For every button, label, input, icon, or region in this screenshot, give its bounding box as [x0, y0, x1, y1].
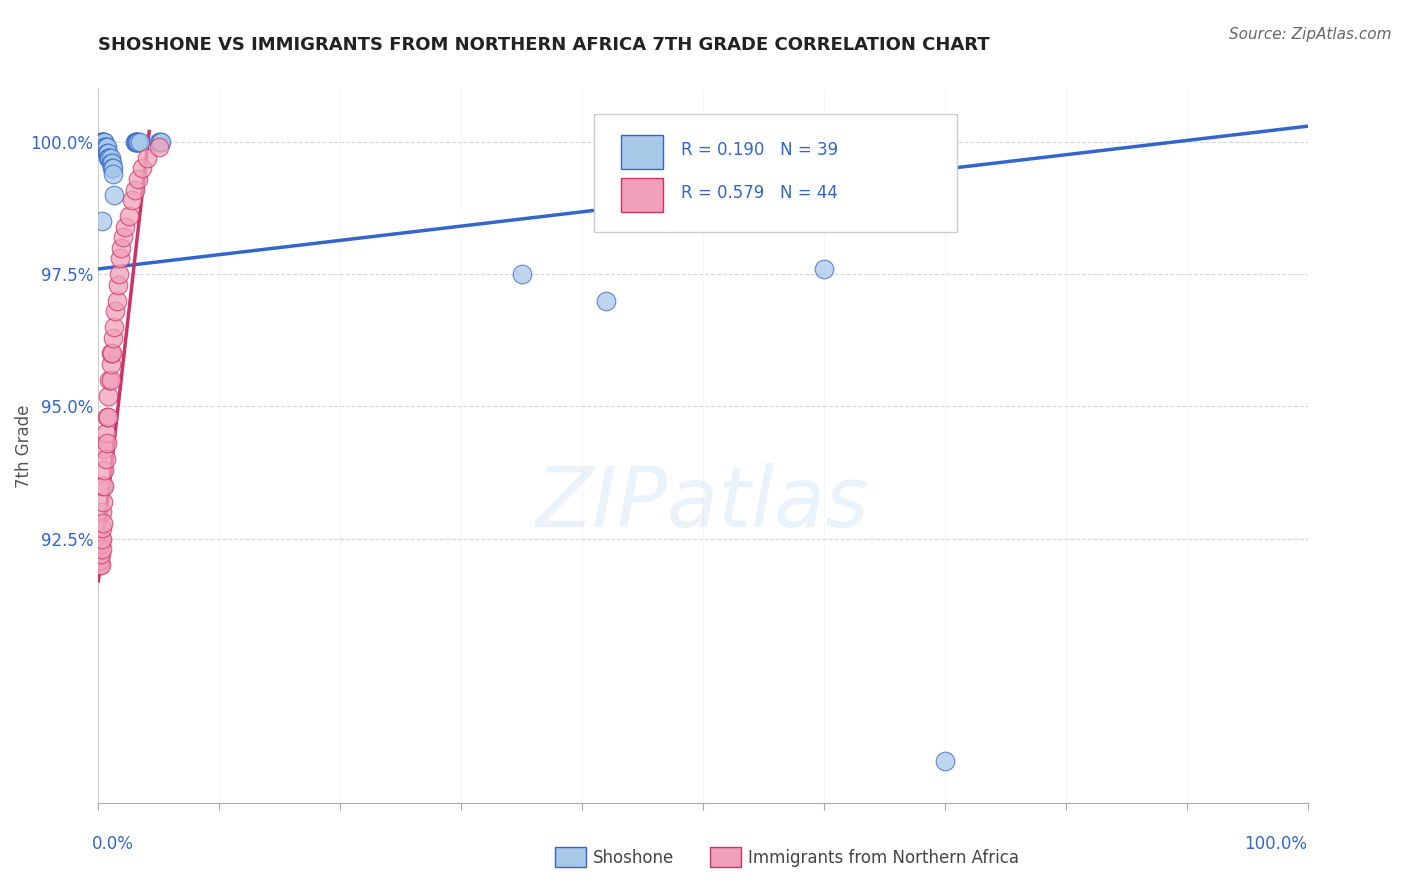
Point: [148, 140, 170, 154]
Point: [91, 494, 114, 508]
Point: [105, 293, 128, 308]
Bar: [621, 135, 664, 169]
Point: [150, 135, 173, 149]
Point: [89, 558, 111, 572]
Point: [127, 135, 149, 149]
Point: [96, 145, 118, 160]
Point: [125, 135, 148, 149]
Point: [91, 214, 114, 228]
Point: [124, 183, 146, 197]
Point: [104, 304, 127, 318]
Point: [98, 151, 121, 165]
Point: [127, 135, 149, 149]
Point: [934, 754, 956, 768]
Text: SHOSHONE VS IMMIGRANTS FROM NORTHERN AFRICA 7TH GRADE CORRELATION CHART: SHOSHONE VS IMMIGRANTS FROM NORTHERN AFR…: [98, 36, 990, 54]
Point: [91, 542, 114, 557]
Point: [100, 151, 122, 165]
Point: [96, 436, 118, 450]
Point: [103, 188, 125, 202]
FancyBboxPatch shape: [595, 114, 957, 232]
Point: [124, 135, 146, 149]
Text: R = 0.579   N = 44: R = 0.579 N = 44: [682, 184, 838, 202]
Text: 0.0%: 0.0%: [93, 835, 134, 853]
Y-axis label: 7th Grade: 7th Grade: [14, 404, 32, 488]
Point: [96, 409, 118, 424]
Point: [127, 172, 149, 186]
Point: [121, 193, 143, 207]
Point: [510, 267, 533, 281]
Text: Shoshone: Shoshone: [593, 849, 675, 867]
Point: [100, 346, 122, 360]
Point: [108, 267, 131, 281]
Point: [94, 452, 117, 467]
Point: [91, 135, 114, 149]
Point: [90, 547, 112, 561]
Bar: [621, 178, 664, 212]
Point: [813, 261, 835, 276]
Point: [100, 357, 122, 371]
Point: [96, 140, 118, 154]
Point: [93, 140, 115, 154]
Text: Immigrants from Northern Africa: Immigrants from Northern Africa: [748, 849, 1019, 867]
Point: [595, 293, 617, 308]
Point: [98, 151, 121, 165]
Point: [90, 558, 112, 572]
Point: [114, 219, 136, 234]
Point: [110, 241, 132, 255]
Point: [100, 373, 122, 387]
Point: [97, 151, 120, 165]
Point: [94, 140, 117, 154]
Point: [131, 161, 153, 176]
Point: [100, 161, 122, 176]
Point: [127, 135, 149, 149]
Text: ZIPatlas: ZIPatlas: [536, 463, 870, 543]
Point: [93, 135, 115, 149]
Point: [93, 135, 115, 149]
Point: [101, 161, 124, 176]
Point: [91, 135, 114, 149]
Point: [100, 156, 122, 170]
Point: [90, 537, 112, 551]
Point: [91, 516, 114, 530]
Point: [118, 209, 141, 223]
Point: [91, 521, 114, 535]
Point: [107, 277, 129, 292]
Point: [91, 505, 114, 519]
Point: [125, 135, 148, 149]
Point: [93, 463, 115, 477]
Text: Source: ZipAtlas.com: Source: ZipAtlas.com: [1229, 27, 1392, 42]
Point: [100, 346, 122, 360]
Point: [94, 425, 117, 440]
Point: [90, 532, 112, 546]
Point: [97, 389, 120, 403]
Point: [97, 145, 120, 160]
Point: [97, 409, 120, 424]
Point: [91, 532, 114, 546]
Point: [98, 373, 121, 387]
Point: [101, 331, 124, 345]
Point: [89, 552, 111, 566]
Point: [93, 478, 115, 492]
Point: [91, 135, 114, 149]
Point: [103, 320, 125, 334]
Text: R = 0.190   N = 39: R = 0.190 N = 39: [682, 141, 838, 159]
Point: [101, 167, 124, 181]
Point: [94, 140, 117, 154]
Point: [91, 478, 114, 492]
Point: [135, 151, 157, 165]
Point: [108, 252, 131, 266]
Point: [90, 135, 112, 149]
Point: [91, 135, 114, 149]
Point: [128, 135, 150, 149]
Text: 100.0%: 100.0%: [1244, 835, 1308, 853]
Point: [111, 230, 134, 244]
Point: [91, 140, 114, 154]
Point: [93, 442, 115, 456]
Point: [148, 135, 170, 149]
Point: [100, 156, 122, 170]
Point: [149, 135, 172, 149]
